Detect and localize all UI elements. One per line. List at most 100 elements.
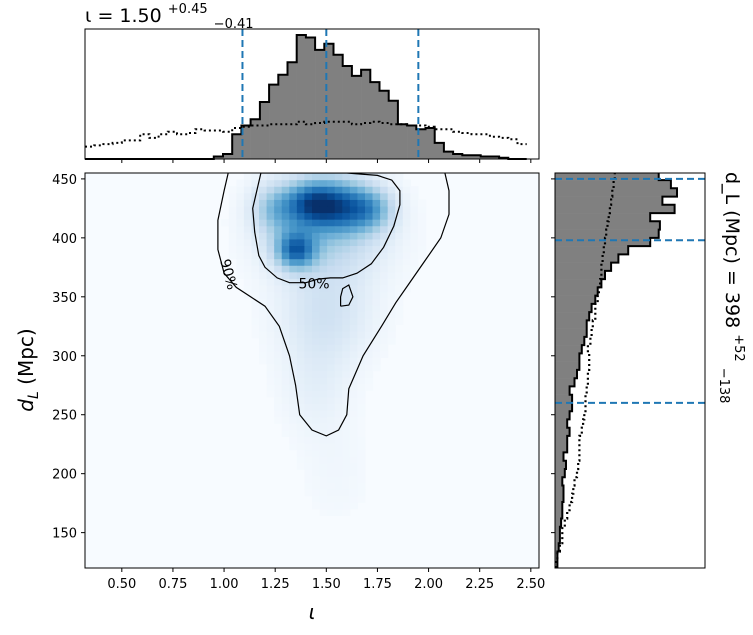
heatmap-cell [387, 173, 396, 181]
heatmap-cell [342, 357, 351, 365]
heatmap-cell [402, 192, 411, 200]
heatmap-cell [349, 462, 358, 470]
heatmap-cell [319, 238, 328, 247]
heatmap-cell [327, 205, 336, 214]
iota-histogram-bar [416, 129, 426, 159]
heatmap-cell [349, 442, 358, 451]
iota-histogram-bar [397, 124, 408, 159]
heatmap-cell [296, 423, 306, 431]
heatmap-cell [327, 350, 336, 358]
heatmap-cell [327, 232, 336, 240]
heatmap-cell [319, 205, 328, 214]
heatmap-cell [281, 410, 290, 418]
heatmap-cell [334, 449, 343, 457]
heatmap-cell [342, 199, 351, 207]
heatmap-cell [228, 245, 237, 253]
heatmap-cell [304, 363, 313, 372]
heatmap-cell [304, 449, 313, 457]
heatmap-cell [372, 238, 381, 247]
heatmap-cell [281, 377, 290, 385]
heatmap-cell [296, 284, 306, 293]
heatmap-cell [281, 357, 290, 365]
heatmap-cell [312, 238, 321, 247]
dl-histogram-bar [555, 188, 677, 197]
heatmap-cell [289, 278, 298, 286]
heatmap-cell [357, 396, 366, 405]
heatmap-cell [289, 298, 298, 306]
heatmap-cell [349, 271, 358, 279]
heatmap-cell [304, 284, 313, 293]
heatmap-cell [417, 232, 427, 240]
heatmap-cell [289, 337, 298, 345]
heatmap-cell [304, 317, 313, 326]
heatmap-cell [364, 225, 374, 233]
dl-histogram-bar [555, 444, 568, 453]
heatmap-cell [274, 186, 283, 194]
heatmap-cell [327, 489, 336, 497]
heatmap-cell [312, 212, 321, 220]
heatmap-cell [243, 245, 253, 253]
dl-histogram-bar [555, 551, 558, 561]
heatmap-cell [312, 225, 321, 233]
heatmap-cell [387, 331, 396, 339]
heatmap-cell [266, 370, 275, 378]
heatmap-cell [380, 238, 389, 247]
heatmap-cell [410, 205, 419, 214]
heatmap-cell [349, 482, 358, 490]
iota-histogram-bar [434, 142, 445, 159]
heatmap-cell [296, 245, 306, 253]
heatmap-cell [342, 350, 351, 358]
heatmap-cell [402, 205, 411, 214]
heatmap-cell [296, 370, 306, 378]
heatmap-cell [349, 199, 358, 207]
heatmap-cell [304, 442, 313, 451]
heatmap-cell [364, 324, 374, 332]
heatmap-cell [289, 396, 298, 405]
heatmap-cell [289, 238, 298, 247]
heatmap-cell [304, 252, 313, 260]
heatmap-cell [259, 304, 268, 312]
heatmap-cell [319, 225, 328, 233]
heatmap-cell [266, 390, 275, 398]
dl-histogram-bar [555, 452, 564, 461]
heatmap-cell [372, 173, 381, 181]
heatmap-cell [304, 173, 313, 181]
heatmap-cell [243, 173, 253, 181]
heatmap-cell [281, 429, 290, 437]
heatmap-cell [304, 337, 313, 345]
heatmap-cell [357, 350, 366, 358]
heatmap-cell [281, 324, 290, 332]
heatmap-cell [357, 456, 366, 464]
heatmap-cell [357, 317, 366, 326]
heatmap-cell [334, 219, 343, 227]
heatmap-cell [304, 298, 313, 306]
y-tick-label: 250 [52, 409, 77, 424]
heatmap-cell [387, 232, 396, 240]
heatmap-cell [304, 416, 313, 424]
dl-histogram-bar [555, 213, 651, 222]
heatmap-cell [349, 495, 358, 503]
heatmap-cell [327, 416, 336, 424]
heatmap-cell [259, 265, 268, 273]
heatmap-cell [312, 370, 321, 378]
heatmap-cell [334, 199, 343, 207]
heatmap-cell [296, 278, 306, 286]
heatmap-cell [296, 331, 306, 339]
y-tick-label: 400 [52, 232, 77, 247]
heatmap-cell [274, 252, 283, 260]
joint-panel: 90% 50% 0.50 0.75 1.00 1.25 1.50 1.75 2.00 2.25 2… [14, 172, 545, 624]
heatmap-cell [349, 252, 358, 260]
heatmap-cell [259, 291, 268, 299]
heatmap-cell [319, 489, 328, 497]
heatmap-cell [304, 423, 313, 431]
heatmap-cell [266, 291, 275, 299]
heatmap-cell [296, 317, 306, 326]
heatmap-cell [327, 324, 336, 332]
heatmap-cell [349, 225, 358, 233]
dl-histogram-bar [555, 287, 598, 296]
heatmap-cell [357, 278, 366, 286]
heatmap-cell [334, 350, 343, 358]
heatmap-cell [334, 284, 343, 293]
heatmap-cell [334, 337, 343, 345]
heatmap-cell [251, 311, 260, 319]
